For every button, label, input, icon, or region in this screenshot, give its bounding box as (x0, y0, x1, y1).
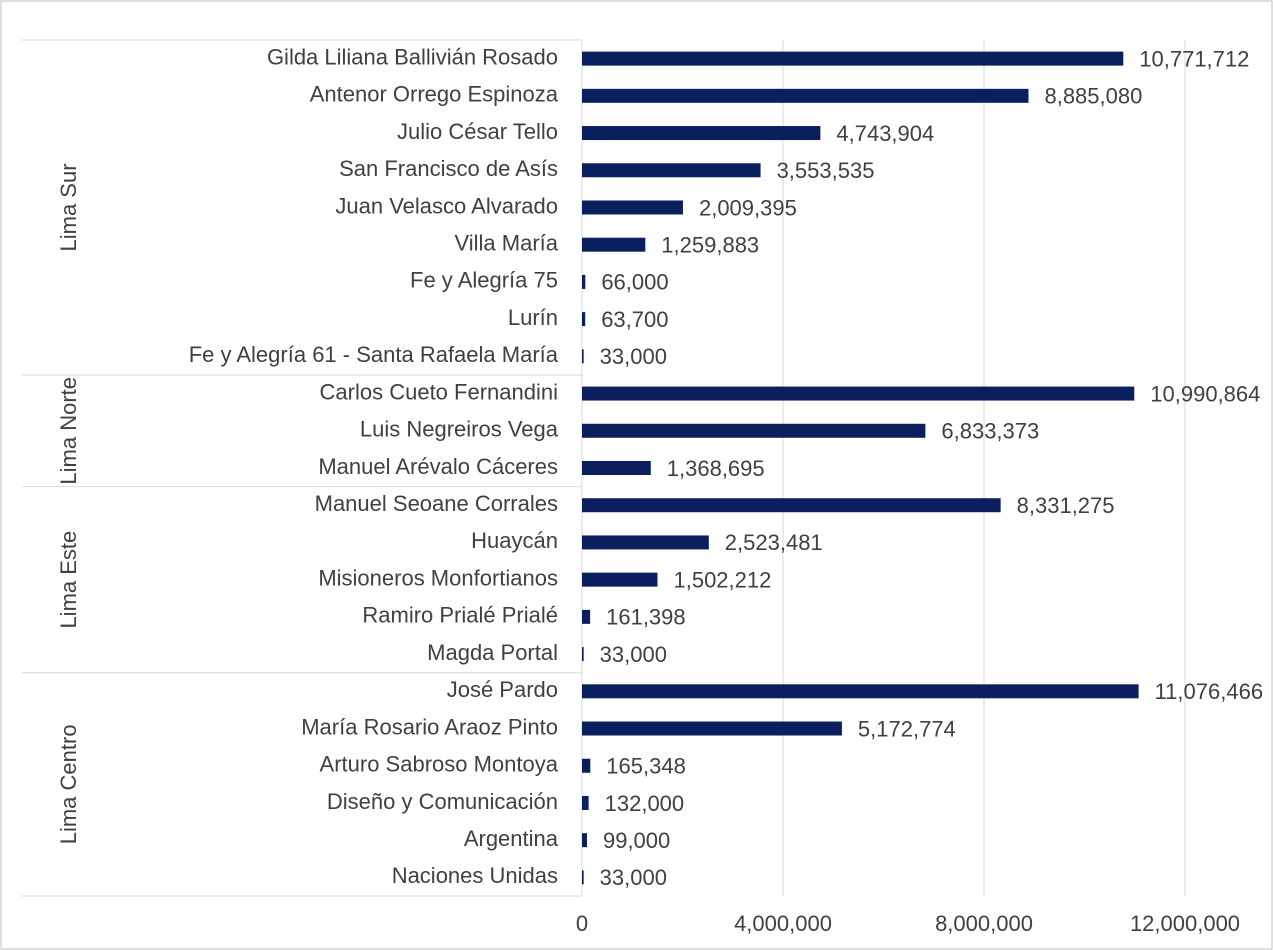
x-tick-label: 4,000,000 (734, 911, 832, 936)
category-label: Luis Negreiros Vega (360, 417, 559, 442)
category-label: Carlos Cueto Fernandini (320, 379, 558, 404)
value-label: 99,000 (603, 828, 670, 853)
x-tick-label: 8,000,000 (935, 911, 1033, 936)
category-label: Manuel Seoane Corrales (315, 491, 558, 516)
bar (582, 237, 646, 252)
category-label: María Rosario Araoz Pinto (301, 714, 558, 739)
value-label: 2,523,481 (725, 530, 823, 555)
bar (582, 870, 584, 885)
category-label: Manuel Arévalo Cáceres (318, 454, 558, 479)
bar (582, 721, 842, 736)
value-label: 11,076,466 (1155, 679, 1263, 704)
bar (582, 833, 587, 848)
value-label: 4,743,904 (836, 121, 934, 146)
bar (582, 163, 761, 178)
value-label: 33,000 (600, 344, 667, 369)
group-label: Lima Centro (56, 724, 81, 844)
category-label: Juan Velasco Alvarado (335, 193, 558, 218)
value-label: 5,172,774 (858, 716, 956, 741)
value-label: 8,885,080 (1044, 84, 1142, 109)
x-tick-label: 0 (576, 911, 588, 936)
category-label: Huaycán (471, 528, 558, 553)
value-label: 8,331,275 (1017, 493, 1115, 518)
value-label: 33,000 (600, 865, 667, 890)
value-label: 2,009,395 (699, 195, 797, 220)
x-tick-label: 12,000,000 (1130, 911, 1240, 936)
value-label: 63,700 (601, 307, 668, 332)
category-label: Lurín (508, 305, 558, 330)
category-label: Diseño y Comunicación (327, 789, 558, 814)
group-label: Lima Sur (56, 163, 81, 251)
category-label: Julio César Tello (397, 119, 558, 144)
bar (582, 758, 591, 773)
value-label: 161,398 (606, 605, 686, 630)
value-label: 1,368,695 (667, 456, 765, 481)
category-label: Antenor Orrego Espinoza (310, 82, 559, 107)
bar (582, 200, 683, 215)
category-label: San Francisco de Asís (339, 156, 558, 181)
value-label: 132,000 (605, 791, 685, 816)
bar (582, 572, 658, 587)
bar (582, 684, 1139, 699)
value-label: 1,502,212 (673, 567, 771, 592)
bar (582, 349, 584, 364)
value-label: 1,259,883 (661, 233, 759, 258)
category-label: Magda Portal (427, 640, 558, 665)
value-label: 33,000 (600, 642, 667, 667)
category-label: Ramiro Prialé Prialé (362, 603, 558, 628)
value-label: 6,833,373 (941, 419, 1039, 444)
bar (582, 274, 586, 289)
value-label: 10,990,864 (1150, 381, 1260, 406)
value-label: 10,771,712 (1139, 46, 1249, 71)
category-label: Arturo Sabroso Montoya (320, 752, 559, 777)
bar (582, 795, 589, 810)
category-label: Villa María (454, 231, 558, 256)
bar (582, 423, 926, 438)
group-label: Lima Norte (56, 377, 81, 485)
category-label: Argentina (464, 826, 559, 851)
category-label: José Pardo (447, 677, 558, 702)
category-label: Gilda Liliana Ballivián Rosado (267, 44, 558, 69)
bar (582, 498, 1001, 513)
bar (582, 88, 1029, 103)
category-label: Fe y Alegría 75 (410, 268, 558, 293)
category-label: Misioneros Monfortianos (318, 565, 558, 590)
bar (582, 535, 709, 550)
value-label: 66,000 (601, 270, 668, 295)
category-label: Fe y Alegría 61 - Santa Rafaela María (189, 342, 559, 367)
category-label: Naciones Unidas (392, 863, 558, 888)
value-label: 165,348 (606, 754, 686, 779)
bar (582, 386, 1135, 401)
bar (582, 647, 584, 662)
value-label: 3,553,535 (777, 158, 875, 183)
group-label: Lima Este (56, 531, 81, 629)
bar (582, 312, 586, 327)
bar (582, 609, 591, 624)
bar (582, 461, 651, 475)
bar (582, 51, 1124, 66)
bar (582, 126, 821, 141)
